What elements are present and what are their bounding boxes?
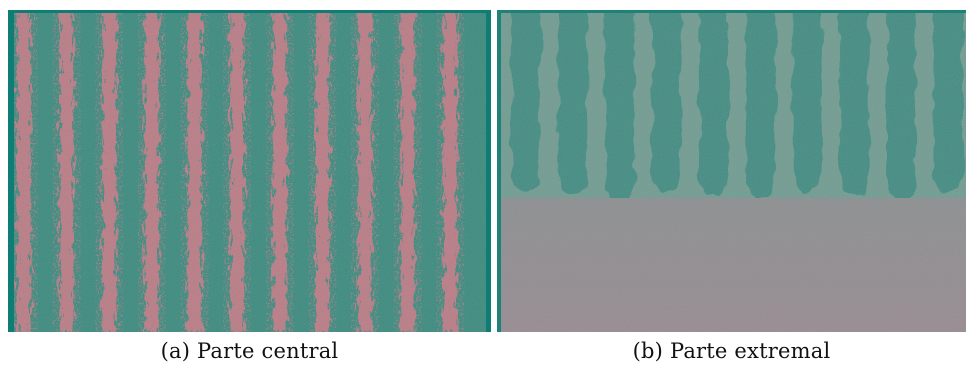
central-frame-right	[486, 10, 491, 332]
central-frame-top	[8, 10, 491, 13]
extremal-frame-top	[497, 10, 966, 13]
extremal-texture	[497, 10, 966, 332]
micrograph-central-part	[8, 10, 491, 332]
caption-central: (a) Parte central	[160, 339, 339, 363]
micrograph-extremal-image	[497, 10, 966, 332]
caption-extremal: (b) Parte extremal	[632, 339, 831, 363]
micrograph-central-image	[8, 10, 491, 332]
extremal-frame-left	[497, 10, 501, 332]
micrograph-extremal-part	[497, 10, 966, 332]
central-texture	[8, 10, 491, 332]
central-frame-left	[8, 10, 14, 332]
